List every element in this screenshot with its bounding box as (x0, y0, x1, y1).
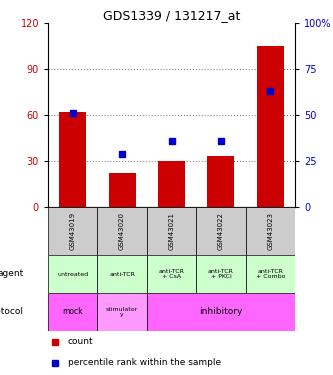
Text: anti-TCR
+ PKCi: anti-TCR + PKCi (208, 268, 234, 279)
Text: GSM43023: GSM43023 (267, 212, 273, 250)
Text: count: count (68, 337, 93, 346)
Bar (196, 207, 246, 255)
Bar (158, 161, 185, 207)
Bar (97, 207, 147, 255)
Bar (147, 207, 196, 255)
Bar (246, 207, 295, 255)
Text: GSM43019: GSM43019 (70, 212, 76, 250)
Text: mock: mock (62, 308, 83, 316)
Bar (48, 207, 97, 255)
Text: protocol: protocol (0, 308, 23, 316)
Bar (207, 156, 234, 207)
Bar (246, 255, 295, 293)
Bar (48, 293, 97, 331)
Bar (257, 46, 284, 207)
Bar (196, 255, 246, 293)
Text: untreated: untreated (57, 272, 88, 276)
Text: stimulator
y: stimulator y (106, 307, 138, 317)
Bar (48, 255, 97, 293)
Bar (109, 173, 136, 207)
Text: anti-TCR
+ Combo: anti-TCR + Combo (255, 268, 285, 279)
Text: anti-TCR: anti-TCR (109, 272, 135, 276)
Text: GSM43021: GSM43021 (168, 212, 174, 250)
Text: GSM43022: GSM43022 (218, 212, 224, 250)
Bar (59, 112, 86, 207)
Bar (97, 255, 147, 293)
Text: agent: agent (0, 270, 23, 279)
Bar (147, 293, 295, 331)
Bar (147, 255, 196, 293)
Text: percentile rank within the sample: percentile rank within the sample (68, 358, 221, 367)
Bar (97, 293, 147, 331)
Title: GDS1339 / 131217_at: GDS1339 / 131217_at (103, 9, 240, 22)
Text: inhibitory: inhibitory (199, 308, 242, 316)
Text: anti-TCR
+ CsA: anti-TCR + CsA (159, 268, 184, 279)
Text: GSM43020: GSM43020 (119, 212, 125, 250)
